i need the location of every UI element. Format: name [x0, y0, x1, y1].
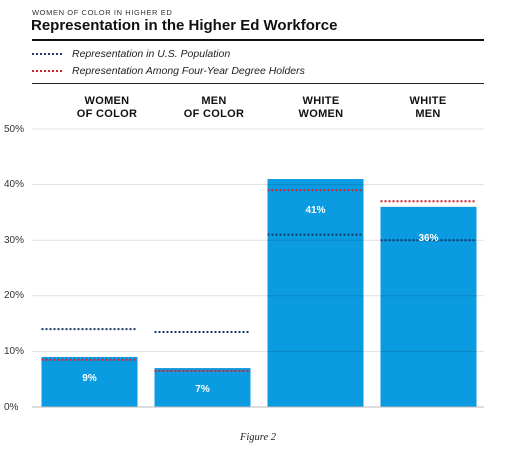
y-tick-label: 20%: [4, 290, 25, 301]
category-line: WOMEN: [84, 95, 130, 107]
y-tick-label: 0%: [4, 402, 19, 413]
category-label: WHITE WOMEN: [273, 95, 369, 121]
category-line: WHITE: [302, 95, 340, 107]
legend-item-us-population: Representation in U.S. Population: [32, 47, 230, 61]
bar: [267, 179, 364, 407]
bar-value-label: 7%: [195, 384, 210, 395]
category-line: OF COLOR: [76, 108, 138, 120]
category-line: WOMEN: [298, 108, 344, 120]
y-tick-label: 50%: [4, 124, 25, 135]
category-label: WHITE MEN: [380, 95, 476, 121]
bar: [41, 356, 138, 407]
chart-title: Representation in the Higher Ed Workforc…: [31, 17, 338, 34]
y-tick-label: 30%: [4, 235, 25, 246]
bar: [154, 368, 251, 407]
title-rule: [32, 39, 484, 41]
category-line: MEN: [201, 95, 227, 107]
chart-kicker: WOMEN OF COLOR IN HIGHER ED: [32, 8, 173, 17]
bar-value-label: 9%: [82, 373, 97, 384]
category-line: MEN: [415, 108, 441, 120]
category-label: WOMEN OF COLOR: [59, 95, 155, 121]
category-line: OF COLOR: [183, 108, 245, 120]
category-label: MEN OF COLOR: [166, 95, 262, 121]
bar-value-label: 41%: [305, 205, 325, 216]
legend-rule: [32, 83, 484, 84]
legend-label: Representation in U.S. Population: [72, 48, 231, 60]
legend-label: Representation Among Four-Year Degree Ho…: [72, 65, 305, 77]
category-line: WHITE: [409, 95, 447, 107]
legend-dotted-line-icon: [32, 70, 62, 72]
y-tick-label: 10%: [4, 346, 25, 357]
legend-item-degree-holders: Representation Among Four-Year Degree Ho…: [32, 64, 305, 78]
bar-value-label: 36%: [418, 233, 438, 244]
legend-dotted-line-icon: [32, 53, 62, 55]
figure-caption: Figure 2: [239, 432, 277, 443]
y-tick-label: 40%: [4, 179, 25, 190]
